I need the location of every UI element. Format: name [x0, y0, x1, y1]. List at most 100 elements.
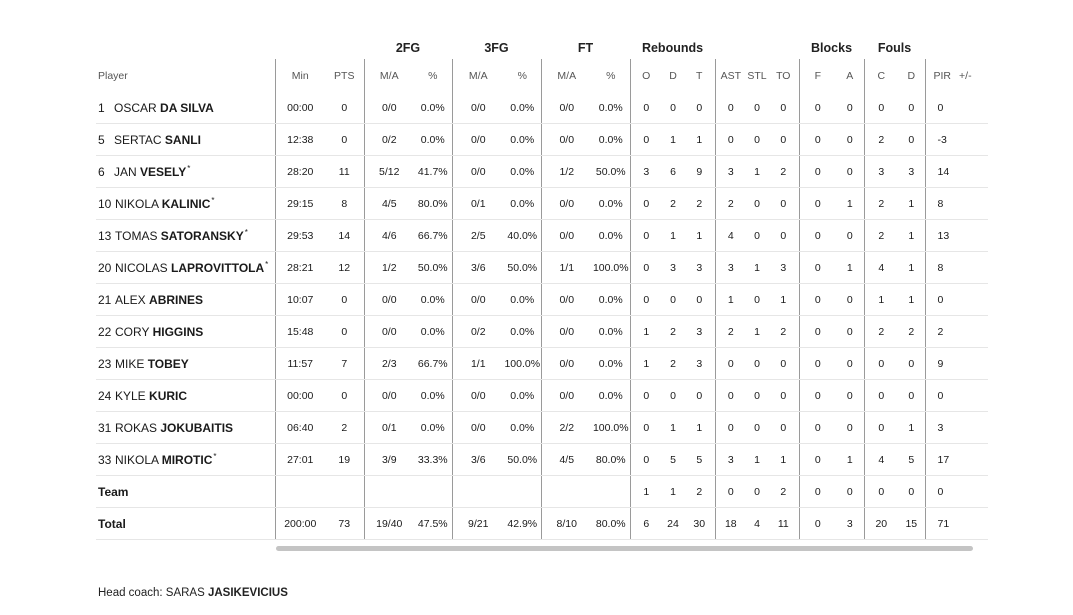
stat-2fg-pct	[414, 475, 452, 508]
col-ft-pct[interactable]: %	[606, 69, 616, 82]
player-number: 10	[98, 197, 112, 211]
stat-3fg-ma: 0/0	[451, 92, 504, 124]
col-ft-ma[interactable]: M/A	[540, 59, 592, 92]
stat-plus-minus	[959, 251, 989, 284]
stat-2fg-ma: 3/9	[363, 443, 414, 476]
stat-ast: 0	[714, 475, 747, 508]
stat-ast: 3	[714, 443, 747, 476]
stat-2fg-ma: 4/6	[363, 219, 414, 252]
player-name-cell[interactable]: 33 NIKOLA MIROTIC*	[96, 443, 275, 476]
player-row[interactable]: 6 JAN VESELY* 28:20 11 5/12 41.7% 0/0 0.0% 1/2 50…	[96, 155, 989, 188]
player-name-cell[interactable]: 23 MIKE TOBEY	[96, 347, 275, 380]
player-name-cell[interactable]: 6 JAN VESELY*	[96, 155, 275, 188]
col-plus-minus[interactable]: +/-	[959, 69, 972, 82]
player-row[interactable]: 5 SERTAC SANLI 12:38 0 0/2 0.0% 0/0 0.0% 0/0 0.0%…	[96, 123, 989, 156]
stat-min: 28:21	[274, 251, 325, 284]
col-blk-a[interactable]: A	[846, 69, 854, 82]
col-fouls-c[interactable]: C	[863, 59, 899, 92]
stat-reb-o: 0	[629, 92, 662, 124]
stat-2fg-ma: 19/40	[363, 507, 414, 540]
stat-2fg-ma: 1/2	[363, 251, 414, 284]
player-name-cell[interactable]: 1 OSCAR DA SILVA	[96, 92, 275, 124]
stat-ft-pct: 0.0%	[592, 379, 630, 412]
player-row[interactable]: 10 NIKOLA KALINIC* 29:15 8 4/5 80.0% 0/1 0.0% 0/…	[96, 187, 989, 220]
stat-pir: 0	[924, 379, 960, 412]
player-name-cell[interactable]: 31 ROKAS JOKUBAITIS	[96, 411, 275, 444]
stat-ft-pct: 0.0%	[592, 315, 630, 348]
col-ast[interactable]: AST	[714, 59, 747, 92]
stat-stl: 0	[746, 347, 769, 380]
stat-3fg-ma: 9/21	[451, 507, 504, 540]
stat-3fg-ma	[451, 475, 504, 508]
col-2fg-pct[interactable]: %	[428, 69, 438, 82]
player-name-cell[interactable]: 10 NIKOLA KALINIC*	[96, 187, 275, 220]
col-fouls-d[interactable]: D	[907, 69, 916, 82]
player-number: 31	[98, 420, 112, 435]
stat-min	[274, 475, 325, 508]
stat-stl: 0	[746, 411, 769, 444]
player-row[interactable]: 33 NIKOLA MIROTIC* 27:01 19 3/9 33.3% 3/6 50.0%…	[96, 443, 989, 476]
col-reb-d[interactable]: D	[669, 69, 677, 82]
stat-2fg-pct: 0.0%	[414, 283, 452, 316]
stat-2fg-ma: 4/5	[363, 187, 414, 220]
col-pts[interactable]: PTS	[334, 69, 355, 82]
stat-pts: 0	[325, 283, 364, 316]
horizontal-scrollbar[interactable]	[276, 546, 973, 551]
col-player[interactable]: Player	[98, 69, 128, 82]
stat-3fg-pct: 0.0%	[504, 315, 541, 348]
player-last-name: TOBEY	[147, 356, 189, 371]
col-to[interactable]: TO	[776, 69, 791, 82]
stat-reb-d: 0	[662, 379, 684, 412]
stat-fouls-c: 2	[863, 219, 899, 252]
player-name-cell[interactable]: 13 TOMAS SATORANSKY*	[96, 219, 275, 252]
stat-stl: 1	[746, 315, 769, 348]
col-min[interactable]: Min	[274, 59, 325, 92]
player-row[interactable]: 1 OSCAR DA SILVA 00:00 0 0/0 0.0% 0/0 0.0% 0/0 0.…	[96, 92, 989, 124]
stat-ft-pct: 0.0%	[592, 187, 630, 220]
player-row[interactable]: 21 ALEX ABRINES 10:07 0 0/0 0.0% 0/0 0.0% 0/0 0.0…	[96, 283, 989, 316]
player-row[interactable]: 24 KYLE KURIC 00:00 0 0/0 0.0% 0/0 0.0% 0/0 0.0% 0…	[96, 379, 989, 412]
stat-3fg-ma: 1/1	[451, 347, 504, 380]
player-number: 6	[98, 165, 105, 179]
player-name-cell[interactable]: 5 SERTAC SANLI	[96, 123, 275, 156]
stat-plus-minus	[959, 92, 989, 124]
player-row[interactable]: 31 ROKAS JOKUBAITIS 06:40 2 0/1 0.0% 0/0 0.0% 2/…	[96, 411, 989, 444]
col-pir[interactable]: PIR	[924, 59, 960, 92]
stat-2fg-pct: 0.0%	[414, 411, 452, 444]
player-number: 23	[98, 356, 112, 371]
stat-plus-minus	[959, 187, 989, 220]
col-3fg-ma[interactable]: M/A	[451, 59, 504, 92]
player-first-name: NIKOLA	[115, 453, 159, 467]
stat-reb-o: 0	[629, 283, 662, 316]
stat-ft-ma: 8/10	[540, 507, 592, 540]
stat-blk-a: 0	[836, 411, 865, 444]
col-3fg-pct[interactable]: %	[517, 69, 527, 82]
col-stl[interactable]: STL	[747, 69, 767, 82]
stat-ast: 3	[714, 251, 747, 284]
col-reb-t[interactable]: T	[696, 69, 703, 82]
stat-2fg-ma	[363, 475, 414, 508]
player-name-cell[interactable]: 21 ALEX ABRINES	[96, 283, 275, 316]
player-row[interactable]: 22 CORY HIGGINS 15:48 0 0/0 0.0% 0/2 0.0% 0/0 0.0…	[96, 315, 989, 348]
col-blk-f[interactable]: F	[798, 59, 837, 92]
stat-3fg-pct: 50.0%	[504, 443, 541, 476]
player-last-name: JOKUBAITIS	[160, 420, 234, 435]
stat-reb-t: 2	[684, 187, 716, 220]
player-name-cell[interactable]: 22 CORY HIGGINS	[96, 315, 275, 348]
stat-pir: 0	[924, 283, 960, 316]
stat-plus-minus	[959, 475, 989, 508]
player-name-cell[interactable]: 24 KYLE KURIC	[96, 379, 275, 412]
player-row[interactable]: 13 TOMAS SATORANSKY* 29:53 14 4/6 66.7% 2/5 40.…	[96, 219, 989, 252]
player-row[interactable]: 23 MIKE TOBEY 11:57 7 2/3 66.7% 1/1 100.0% 0/0 0.…	[96, 347, 989, 380]
stat-2fg-ma: 0/0	[363, 379, 414, 412]
stat-min: 27:01	[274, 443, 325, 476]
stat-blk-a: 0	[836, 347, 865, 380]
col-2fg-ma[interactable]: M/A	[363, 59, 414, 92]
team-row-label: Team	[96, 475, 275, 508]
col-reb-o[interactable]: O	[629, 59, 662, 92]
stat-pir: 8	[924, 187, 960, 220]
stat-pir: 14	[924, 155, 960, 188]
player-name-cell[interactable]: 20 NICOLAS LAPROVITTOLA*	[96, 251, 275, 284]
stat-pts: 0	[325, 379, 364, 412]
player-row[interactable]: 20 NICOLAS LAPROVITTOLA* 28:21 12 1/2 50.0% 3/…	[96, 251, 989, 284]
